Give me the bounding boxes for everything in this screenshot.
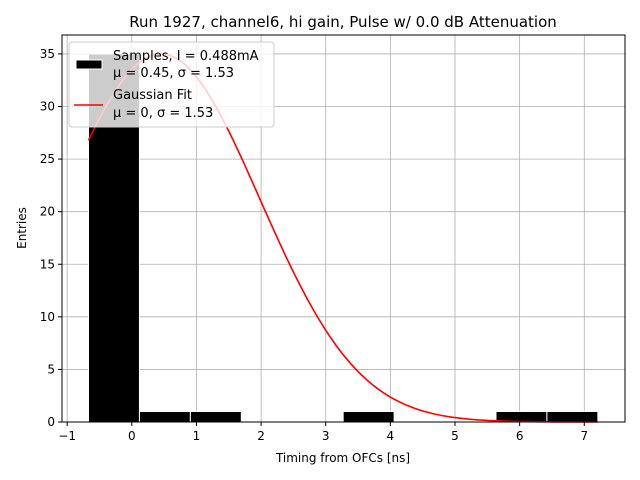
y-tick-label: 10	[40, 310, 55, 324]
x-tick-label: 0	[128, 429, 136, 443]
x-tick-label: 3	[322, 429, 330, 443]
x-tick-label: 6	[516, 429, 524, 443]
y-axis-label: Entries	[15, 207, 29, 249]
y-tick-label: 20	[40, 205, 55, 219]
plot-frame	[61, 34, 626, 423]
x-tick-label: 1	[193, 429, 201, 443]
histogram-bar	[189, 410, 242, 423]
x-tick-label: 4	[387, 429, 395, 443]
histogram-bar	[546, 410, 599, 423]
x-tick-label: −1	[58, 429, 76, 443]
legend-fit-label: Gaussian Fit	[113, 88, 192, 103]
y-tick-label: 15	[40, 257, 55, 271]
x-tick-label: 7	[580, 429, 588, 443]
y-tick-label: 25	[40, 152, 55, 166]
legend: Samples, I = 0.488mA μ = 0.45, σ = 1.53 …	[68, 41, 275, 128]
legend-samples-label: Samples, I = 0.488mA	[113, 49, 259, 64]
legend-box	[68, 41, 275, 128]
y-tick-label: 30	[40, 100, 55, 114]
histogram-bar	[138, 410, 191, 423]
histogram-bar	[342, 410, 395, 423]
y-tick-label: 5	[47, 362, 55, 376]
grid	[62, 35, 625, 423]
chart-title: Run 1927, channel6, hi gain, Pulse w/ 0.…	[129, 13, 557, 31]
y-tick-label: 35	[40, 47, 55, 61]
legend-fit-stats: μ = 0, σ = 1.53	[113, 106, 213, 121]
x-tick-label: 5	[451, 429, 459, 443]
legend-samples-stats: μ = 0.45, σ = 1.53	[113, 66, 234, 81]
legend-samples-swatch	[75, 59, 103, 70]
y-tick-label: 0	[47, 415, 55, 429]
x-axis-label: Timing from OFCs [ns]	[275, 451, 410, 465]
x-tick-label: 2	[257, 429, 265, 443]
